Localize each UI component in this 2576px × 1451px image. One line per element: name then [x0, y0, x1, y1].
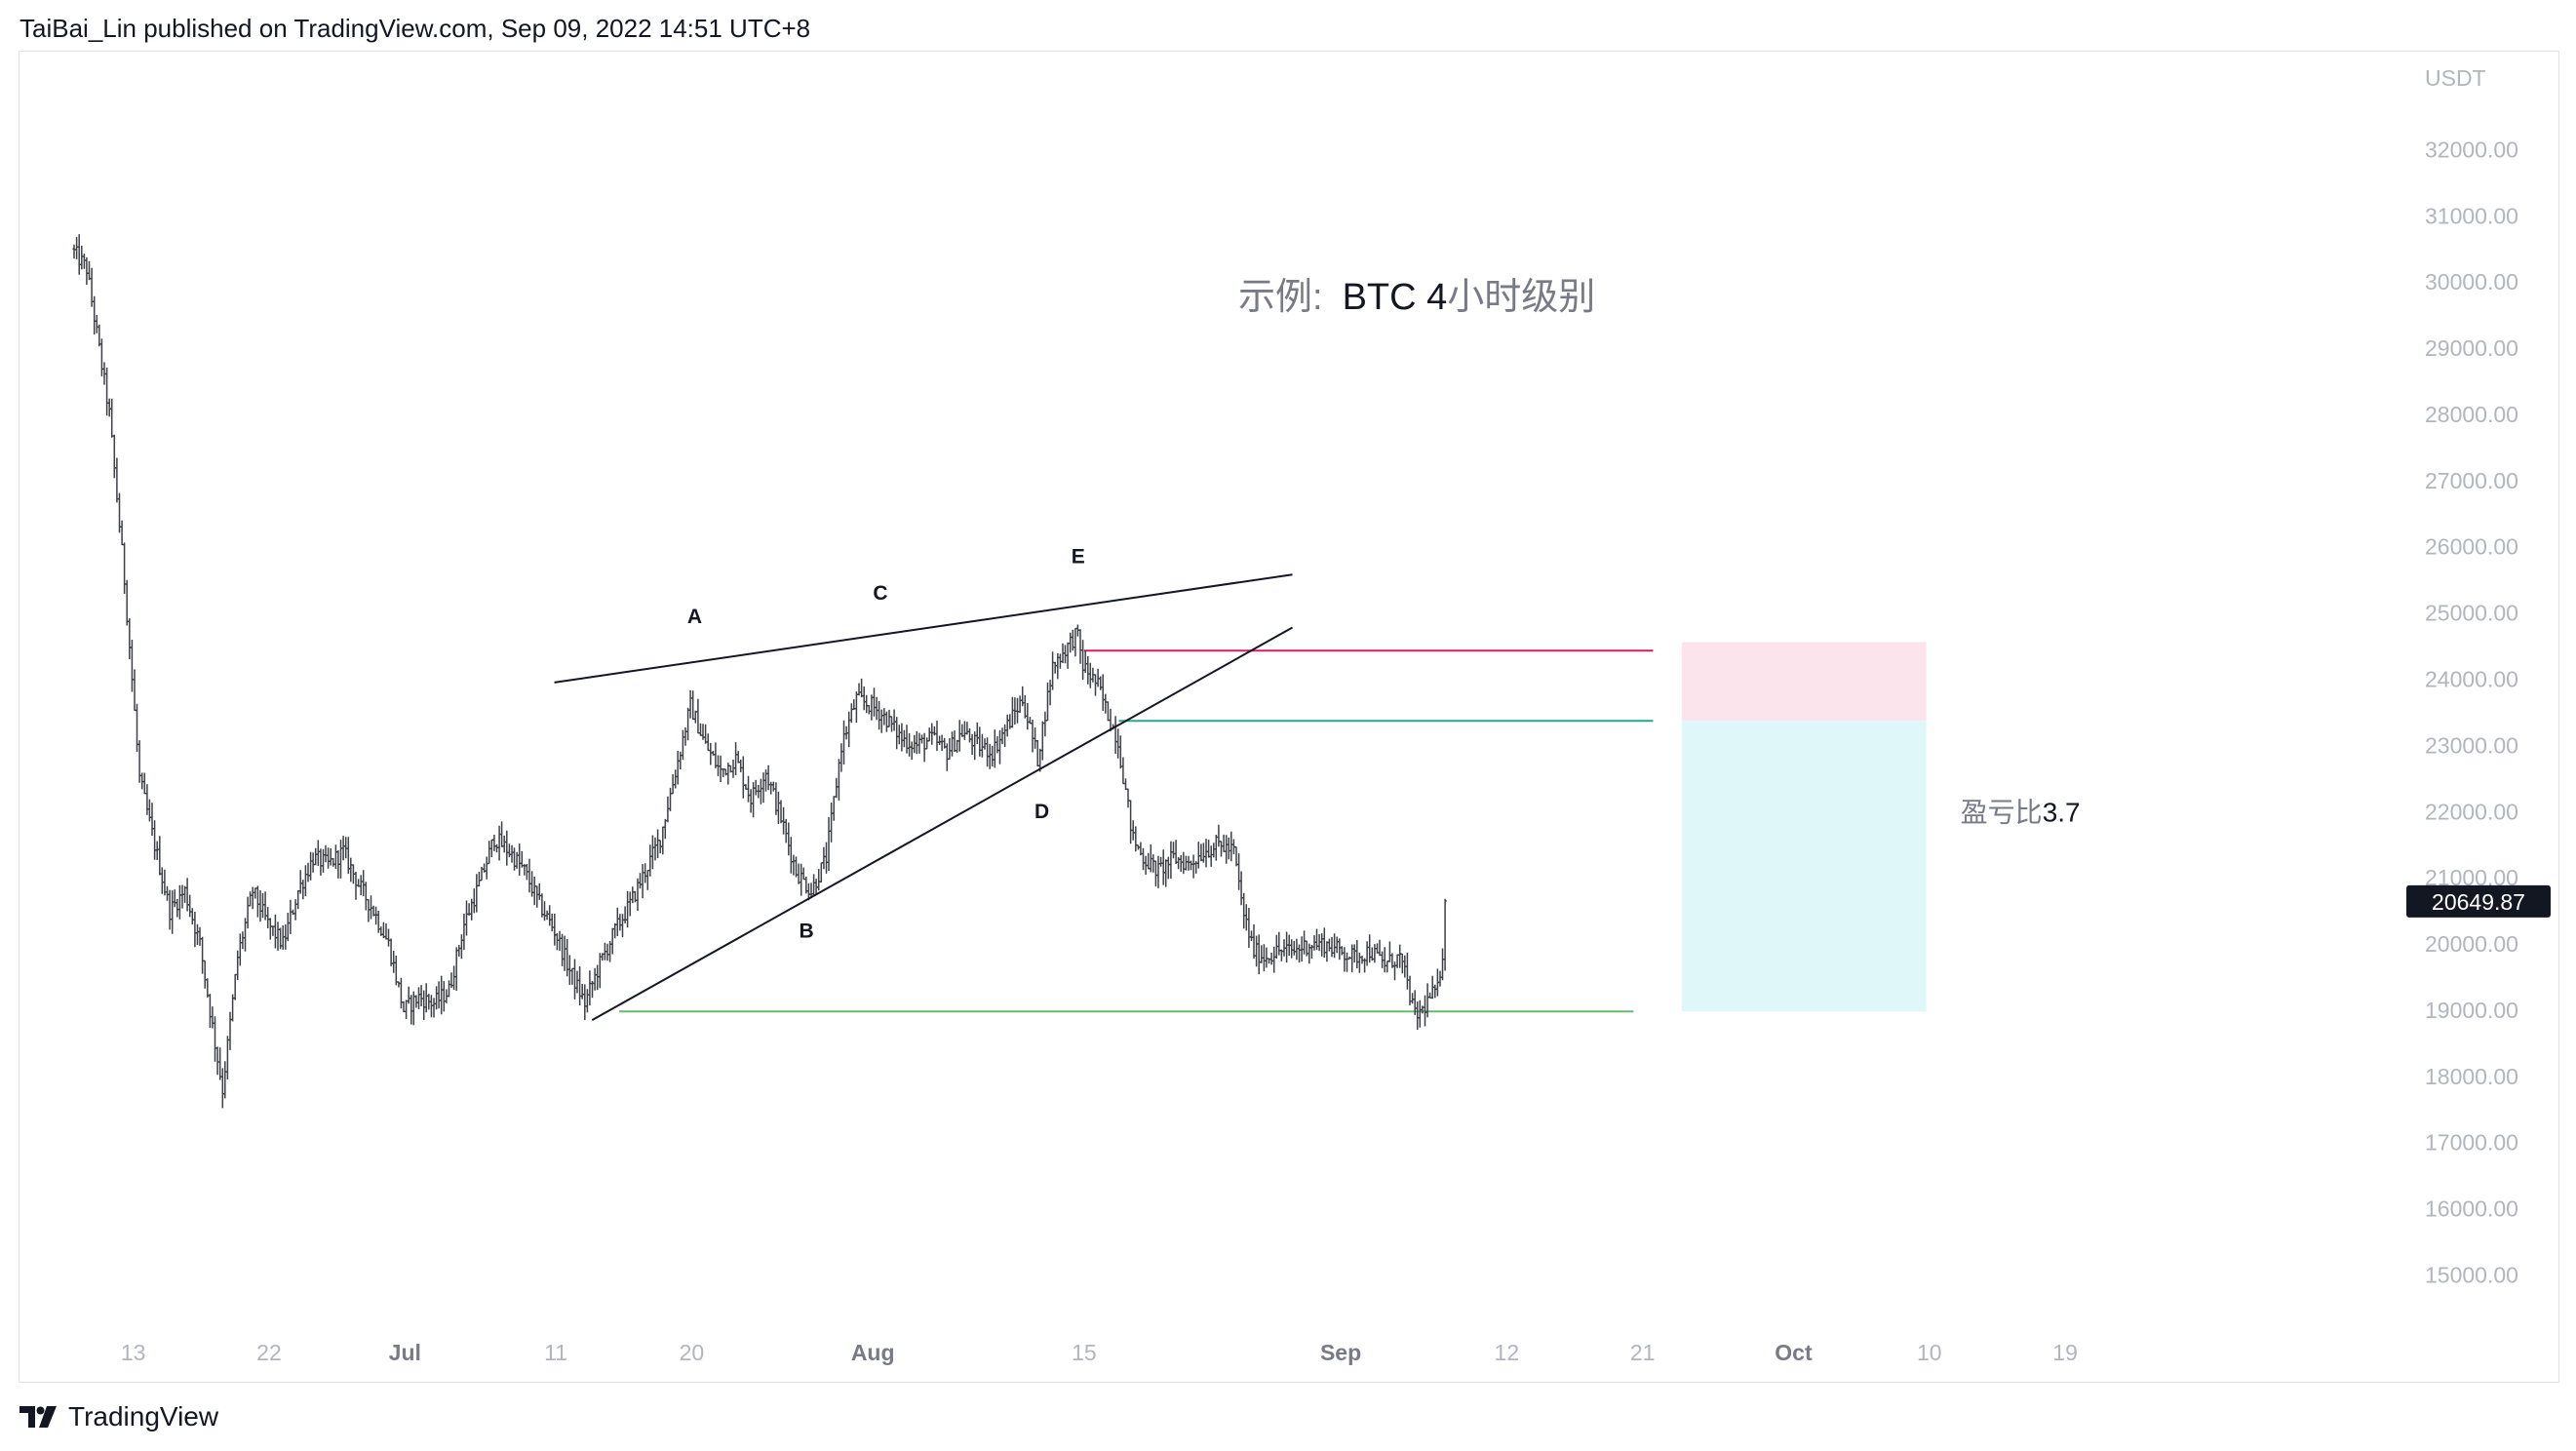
y-tick-label: 31000.00 — [2425, 203, 2518, 228]
current-price-label: 20649.87 — [2432, 889, 2525, 915]
x-tick-label: Aug — [851, 1340, 895, 1365]
wave-label-c: C — [873, 582, 887, 605]
y-tick-label: 23000.00 — [2425, 732, 2518, 758]
lower-trendline — [591, 626, 1294, 1021]
wave-label-a: A — [687, 606, 702, 628]
y-tick-label: 26000.00 — [2425, 534, 2518, 560]
y-tick-label: 30000.00 — [2425, 269, 2518, 294]
y-tick-label: 28000.00 — [2425, 402, 2518, 427]
wave-label-e: E — [1072, 546, 1085, 569]
x-tick-label: 12 — [1495, 1340, 1520, 1365]
publisher-header: TaiBai_Lin published on TradingView.com,… — [20, 14, 811, 43]
brand-name[interactable]: TradingView — [68, 1401, 219, 1431]
y-tick-label: 22000.00 — [2425, 799, 2518, 824]
risk-reward-label: 盈亏比3.7 — [1961, 797, 2081, 827]
y-axis-unit: USDT — [2425, 65, 2486, 91]
y-tick-label: 25000.00 — [2425, 601, 2518, 626]
chart-area[interactable]: 盈亏比3.7 A C E B D 示例: BTC 4小时级别 USDT 15000.00 16… — [19, 51, 2559, 1383]
x-tick-label: 10 — [1917, 1340, 1942, 1365]
x-tick-label: 22 — [256, 1340, 282, 1365]
x-tick-label: 15 — [1072, 1340, 1097, 1365]
x-tick-label: Sep — [1320, 1340, 1361, 1365]
stop-loss-zone — [1681, 642, 1927, 722]
wave-label-b: B — [799, 920, 813, 942]
price-chart[interactable]: 盈亏比3.7 A C E B D 示例: BTC 4小时级别 USDT 15000.00 16… — [20, 52, 2558, 1382]
x-tick-label: Oct — [1775, 1340, 1813, 1365]
take-profit-zone — [1681, 721, 1927, 1012]
y-tick-label: 16000.00 — [2425, 1196, 2518, 1222]
footer: TradingView — [20, 1401, 218, 1432]
x-tick-label: 11 — [544, 1340, 567, 1365]
x-tick-label: 21 — [1630, 1340, 1656, 1365]
y-tick-label: 32000.00 — [2425, 137, 2518, 162]
y-tick-label: 24000.00 — [2425, 666, 2518, 691]
ohlc-bars — [72, 234, 1447, 1109]
y-tick-label: 17000.00 — [2425, 1130, 2518, 1156]
x-tick-label: Jul — [389, 1340, 421, 1365]
upper-trendline — [554, 573, 1293, 684]
wave-label-d: D — [1034, 801, 1049, 823]
x-tick-label: 20 — [680, 1340, 705, 1365]
current-price-tag — [2406, 884, 2551, 918]
y-tick-label: 15000.00 — [2425, 1263, 2518, 1288]
y-tick-label: 29000.00 — [2425, 335, 2518, 361]
chart-title: 示例: BTC 4小时级别 — [1238, 277, 1595, 318]
x-tick-label: 19 — [2052, 1340, 2078, 1365]
tradingview-logo-icon[interactable] — [20, 1406, 62, 1428]
y-tick-label: 18000.00 — [2425, 1064, 2518, 1089]
y-tick-label: 27000.00 — [2425, 468, 2518, 493]
y-tick-label: 19000.00 — [2425, 998, 2518, 1023]
x-tick-label: 13 — [121, 1340, 146, 1365]
y-tick-label: 20000.00 — [2425, 931, 2518, 957]
